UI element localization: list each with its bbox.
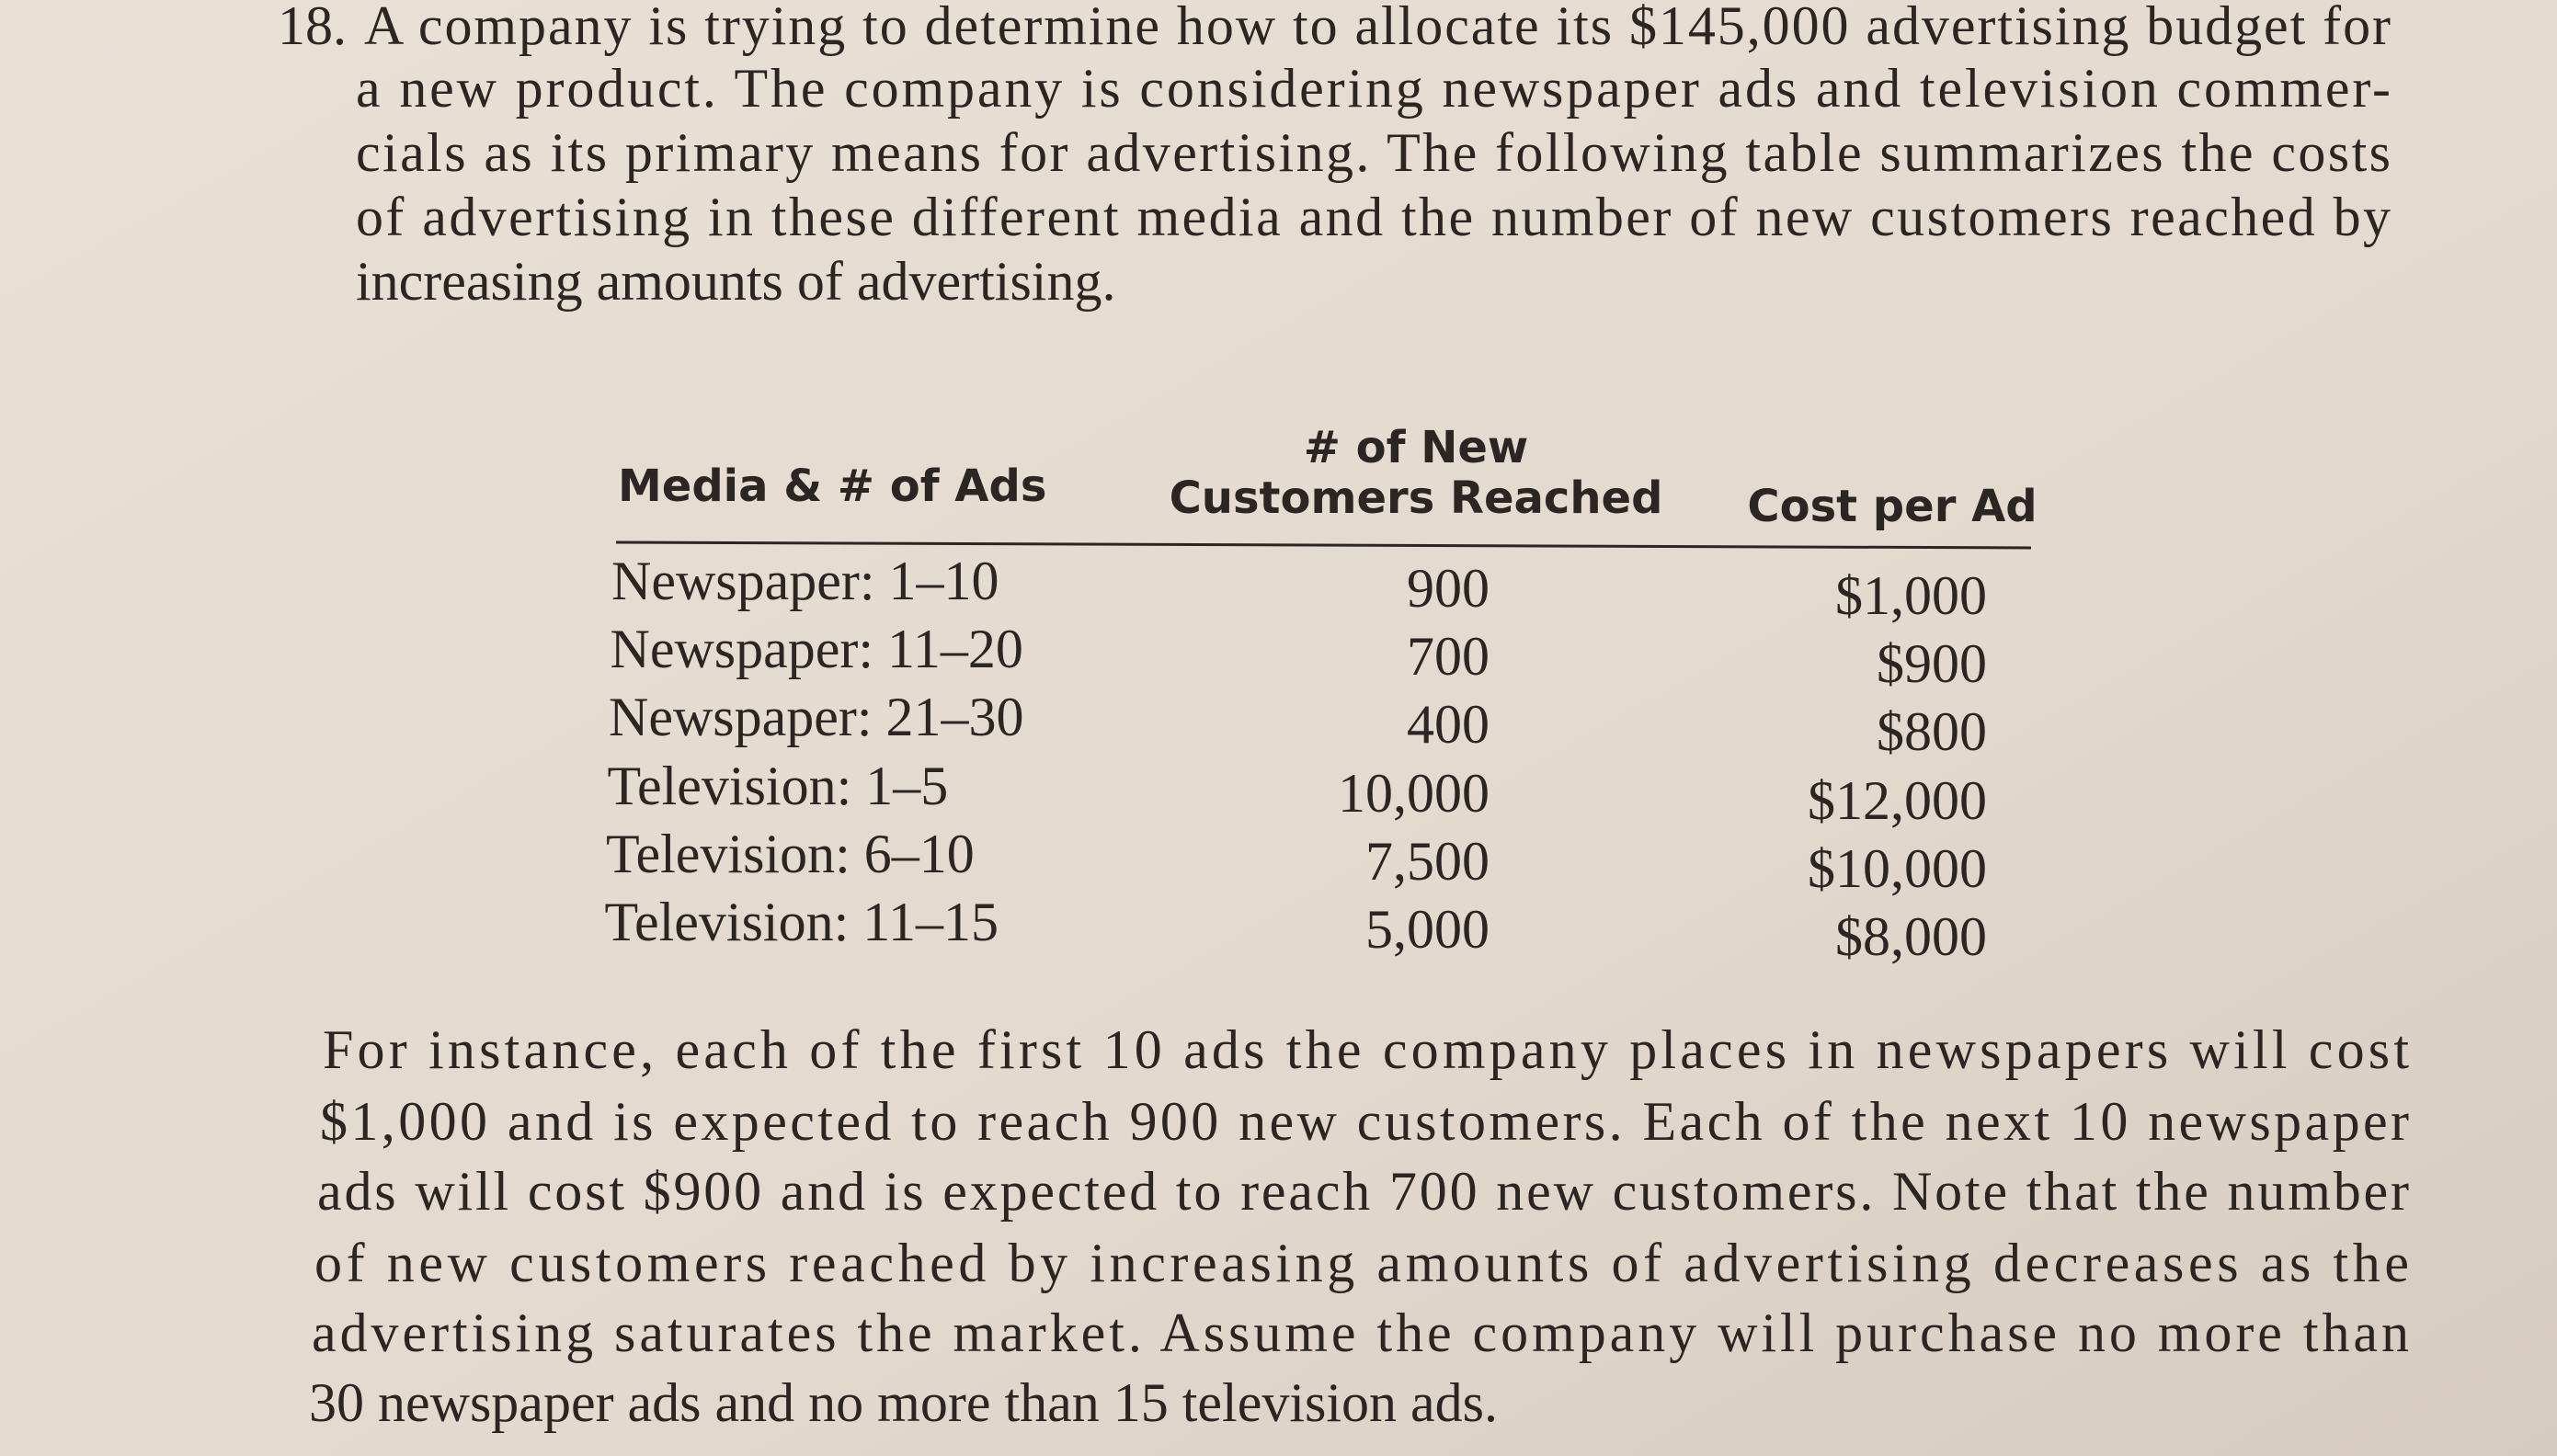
table-header: Media & # of Ads bbox=[618, 461, 1046, 512]
table-cell: Newspaper: 1–10 bbox=[611, 551, 999, 611]
table-header: Cost per Ad bbox=[1747, 481, 2037, 532]
closing-line: of new customers reached by increasing a… bbox=[314, 1233, 2409, 1293]
table-cell: Newspaper: 11–20 bbox=[611, 619, 1023, 679]
closing-line: 30 newspaper ads and no more than 15 tel… bbox=[309, 1372, 1498, 1433]
table-cell: Television: 6–10 bbox=[606, 824, 975, 884]
intro-line: a new product. The company is considerin… bbox=[356, 58, 2391, 119]
problem-number: 18. bbox=[278, 0, 347, 56]
table-cell: 700 bbox=[1407, 626, 1490, 687]
table-cell: 7,500 bbox=[1365, 831, 1490, 892]
table-cell: 10,000 bbox=[1338, 763, 1490, 824]
table-cell: Television: 11–15 bbox=[605, 892, 999, 952]
table-cell: $12,000 bbox=[1808, 770, 1987, 831]
closing-line: For instance, each of the first 10 ads t… bbox=[323, 1019, 2409, 1080]
table-cell: $10,000 bbox=[1808, 838, 1987, 899]
table-cell: Newspaper: 21–30 bbox=[609, 687, 1024, 747]
intro-line: of advertising in these different media … bbox=[356, 187, 2391, 247]
table-cell: $900 bbox=[1877, 633, 1987, 694]
intro-line: increasing amounts of advertising. bbox=[356, 251, 1115, 312]
table-cell: $8,000 bbox=[1835, 906, 1987, 967]
closing-line: $1,000 and is expected to reach 900 new … bbox=[320, 1091, 2409, 1152]
closing-line: advertising saturates the market. Assume… bbox=[312, 1302, 2409, 1363]
table-cell: 400 bbox=[1407, 694, 1490, 755]
table-cell: Television: 1–5 bbox=[608, 756, 949, 816]
table-cell: 5,000 bbox=[1365, 899, 1490, 960]
table-header: # of New bbox=[1304, 422, 1529, 473]
table-cell: 900 bbox=[1407, 558, 1490, 619]
table-cell: $1,000 bbox=[1835, 565, 1987, 626]
intro-line: cials as its primary means for advertisi… bbox=[356, 122, 2391, 183]
table-header: Customers Reached bbox=[1170, 472, 1663, 524]
table-rule bbox=[615, 540, 2032, 550]
closing-line: ads will cost $900 and is expected to re… bbox=[317, 1161, 2409, 1222]
intro-line: A company is trying to determine how to … bbox=[364, 0, 2391, 56]
table-cell: $800 bbox=[1877, 701, 1987, 762]
